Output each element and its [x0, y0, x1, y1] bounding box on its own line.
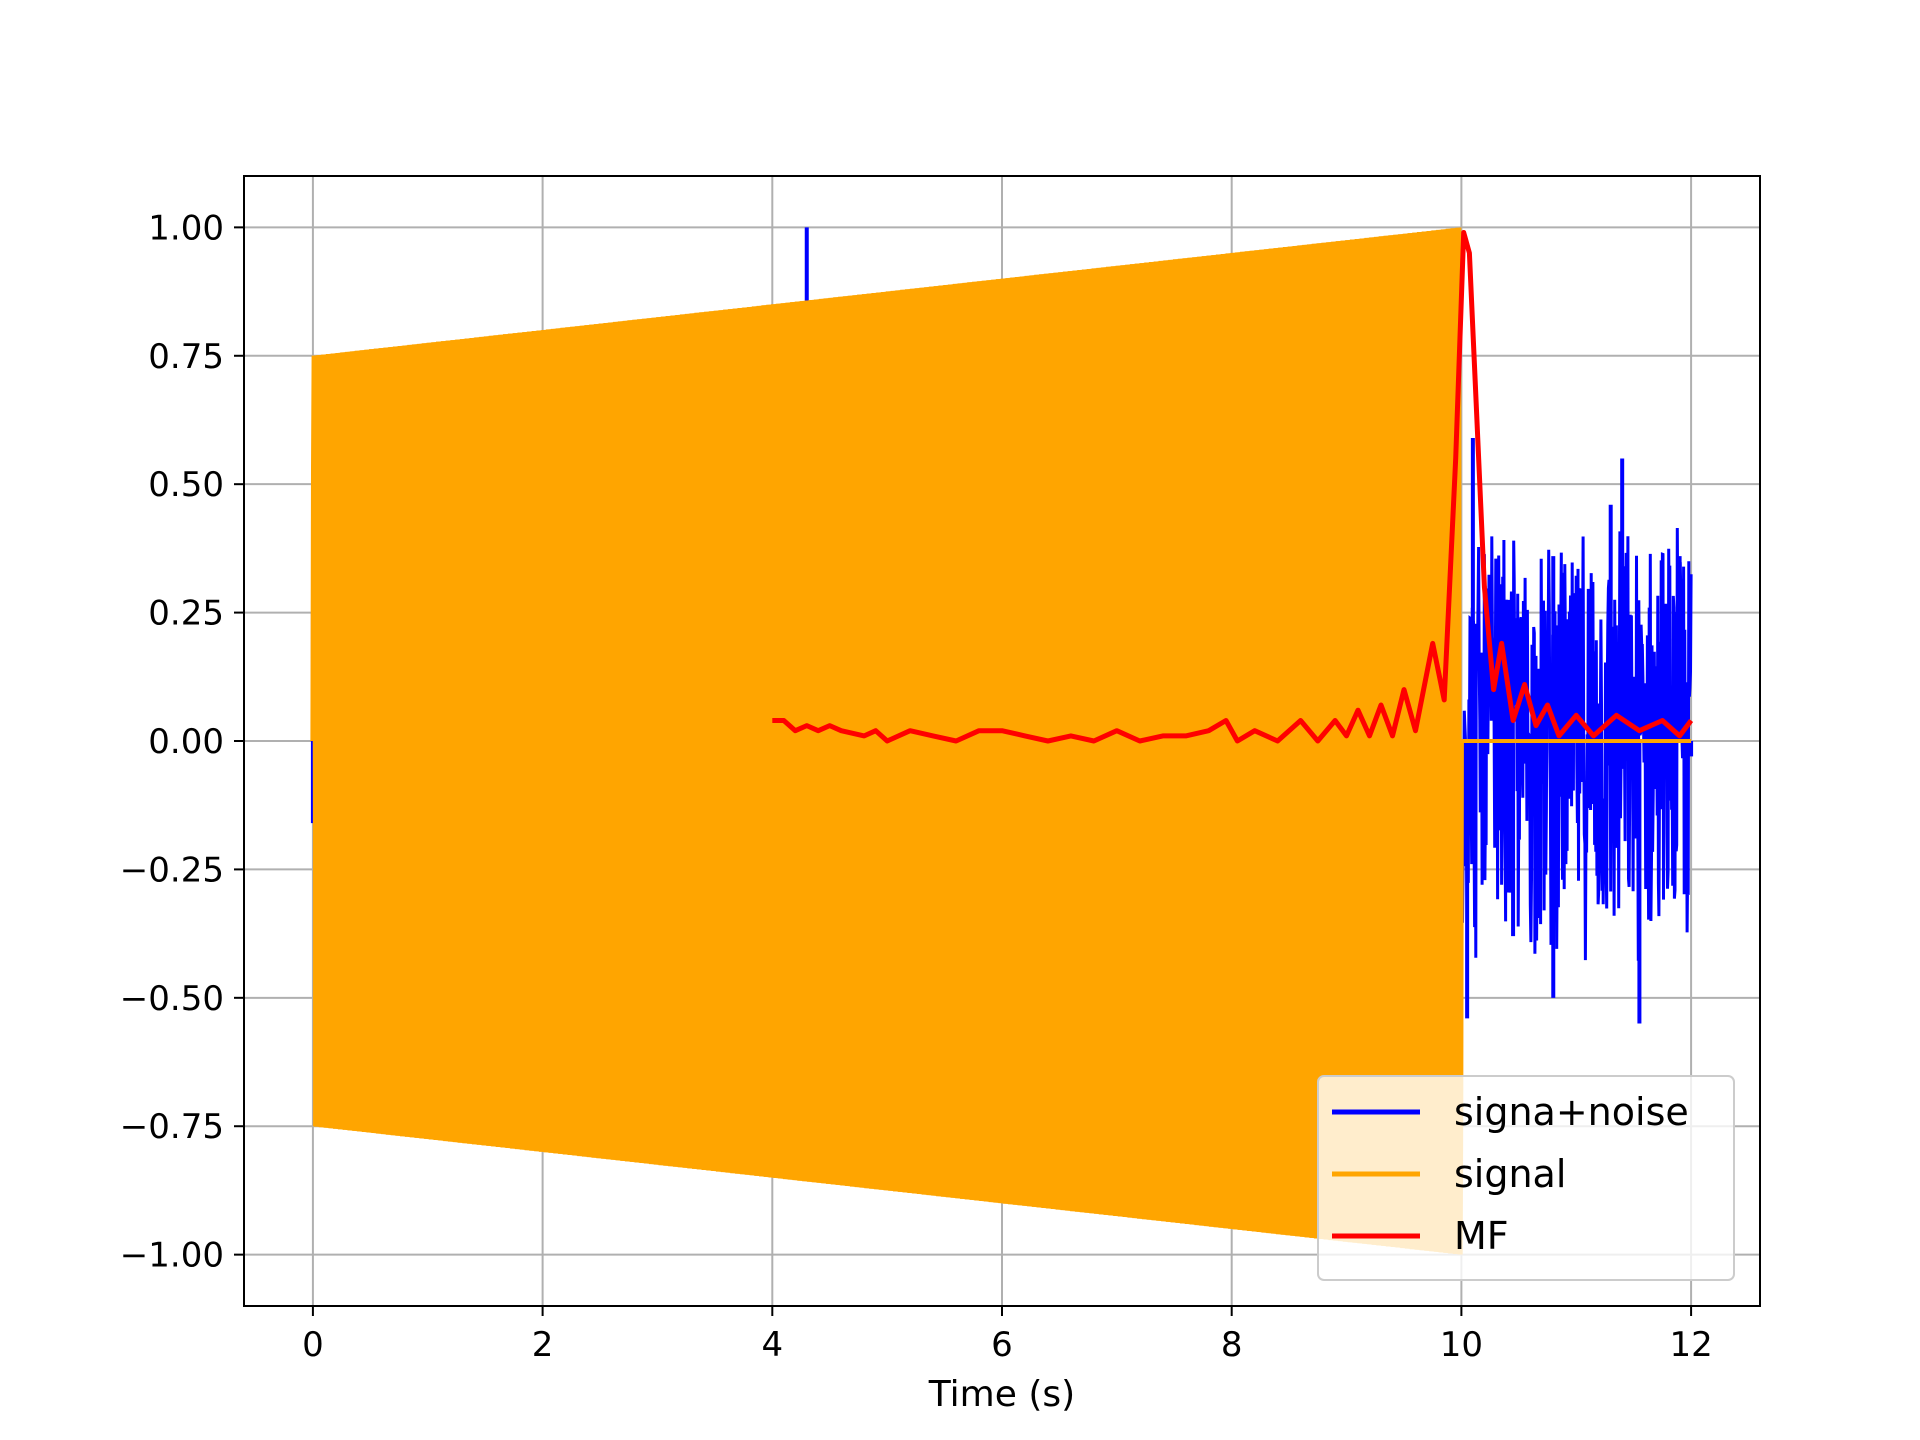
y-tick-label: 0.50	[148, 465, 224, 505]
legend-box	[1317, 1075, 1735, 1281]
legend-label: MF	[1454, 1214, 1509, 1258]
x-tick-label: 2	[532, 1325, 554, 1365]
x-tick-label: 10	[1440, 1325, 1483, 1365]
y-tick-label: −0.75	[120, 1107, 224, 1147]
y-tick-label: 1.00	[148, 208, 224, 248]
x-axis-title: Time (s)	[928, 1374, 1075, 1415]
y-tick-label: 0.25	[148, 594, 224, 634]
y-tick-label: −0.25	[120, 850, 224, 890]
legend: signa+noise signal MF	[1317, 1075, 1735, 1281]
y-tick-label: 0.00	[148, 722, 224, 762]
x-tick-label: 8	[1221, 1325, 1243, 1365]
x-tick-label: 6	[991, 1325, 1013, 1365]
y-tick-label: 0.75	[148, 337, 224, 377]
legend-label: signal	[1454, 1152, 1566, 1196]
axis-ticks: 0 2 4 6 8 10 12 1.00 0.75 0.50 0.25 0.00 −0.25 −0.50 −…	[120, 208, 1713, 1365]
y-tick-label: −0.50	[120, 979, 224, 1019]
x-tick-label: 4	[761, 1325, 783, 1365]
series-mf	[772, 230, 1694, 744]
y-tick-label: −1.00	[120, 1236, 224, 1276]
legend-label: signa+noise	[1454, 1090, 1689, 1134]
mf-line	[772, 230, 1694, 744]
x-tick-label: 0	[302, 1325, 324, 1365]
x-tick-label: 12	[1669, 1325, 1712, 1365]
